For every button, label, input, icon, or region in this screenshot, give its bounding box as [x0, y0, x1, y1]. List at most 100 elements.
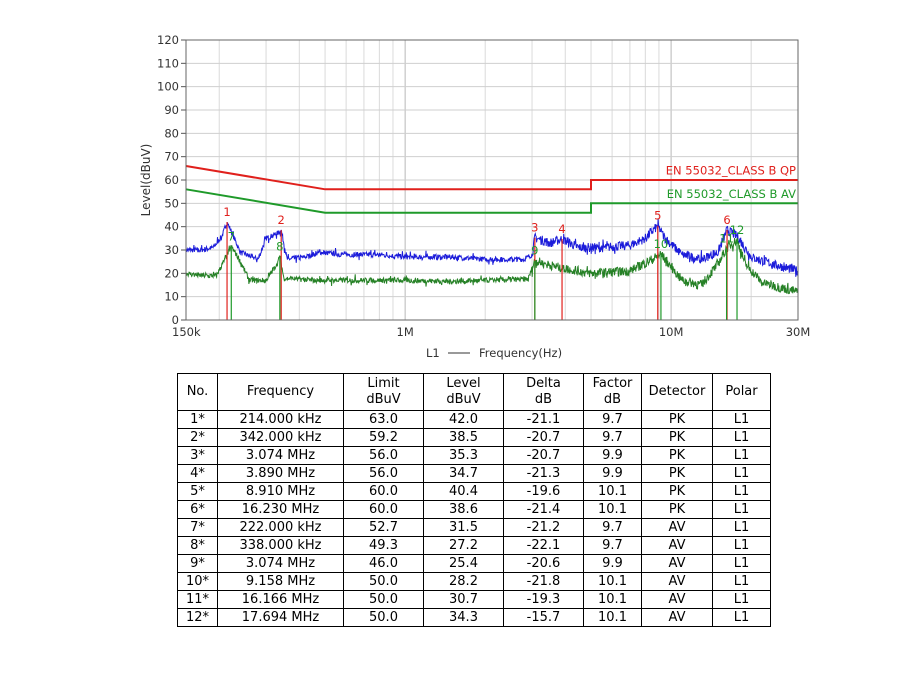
table-cell: 10.1 — [583, 482, 642, 501]
table-row: 1* 214.000 kHz 63.0 42.0 -21.1 9.7 PK L1 — [177, 410, 771, 429]
table-cell: 214.000 kHz — [217, 410, 344, 429]
column-header: Limit dBuV — [343, 373, 424, 411]
y-tick-label: 100 — [157, 80, 179, 94]
limit-line — [185, 165, 798, 191]
table-cell: 10.1 — [583, 590, 642, 609]
y-tick-label: 90 — [164, 103, 179, 117]
table-cell: AV — [641, 536, 713, 555]
table-cell: 5* — [177, 482, 218, 501]
table-cell: -21.2 — [503, 518, 584, 537]
table-cell: L1 — [712, 536, 771, 555]
marker-label: 8 — [276, 240, 283, 254]
table-row: 4* 3.890 MHz 56.0 34.7 -21.3 9.9 PK L1 — [177, 464, 771, 483]
marker-label: 12 — [730, 223, 745, 237]
table-header: No. Frequency Limit dBuV Level dBuV Delta dB Fac… — [177, 373, 771, 411]
x-tick-label: 30M — [786, 325, 811, 339]
table-row: 2* 342.000 kHz 59.2 38.5 -20.7 9.7 PK L1 — [177, 428, 771, 447]
table-cell: 1* — [177, 410, 218, 429]
table-cell: 9.9 — [583, 446, 642, 465]
column-header: Detector — [641, 373, 713, 411]
table-cell: AV — [641, 554, 713, 573]
table-cell: 38.5 — [423, 428, 504, 447]
legend-trace-label: L1 — [426, 346, 440, 360]
table-cell: 50.0 — [343, 608, 424, 627]
column-header-text: dBuV — [366, 392, 401, 407]
limit-line-label: EN 55032_CLASS B QP — [666, 164, 796, 178]
table-cell: 40.4 — [423, 482, 504, 501]
table-cell: 50.0 — [343, 572, 424, 591]
table-cell: 38.6 — [423, 500, 504, 519]
table-cell: L1 — [712, 464, 771, 483]
y-tick-label: 70 — [164, 150, 179, 164]
x-tick-label: 1M — [397, 325, 414, 339]
table-row: 8* 338.000 kHz 49.3 27.2 -22.1 9.7 AV L1 — [177, 536, 771, 555]
y-tick-label: 20 — [164, 266, 179, 280]
column-header: Frequency — [217, 373, 344, 411]
table-cell: 11* — [177, 590, 218, 609]
table-cell: 6* — [177, 500, 218, 519]
column-header: Delta dB — [503, 373, 584, 411]
x-axis-label: Frequency(Hz) — [479, 346, 562, 360]
marker-label: 3 — [531, 221, 538, 235]
table-cell: 10.1 — [583, 572, 642, 591]
marker-label: 4 — [558, 222, 565, 236]
table-cell: L1 — [712, 410, 771, 429]
table-cell: 8* — [177, 536, 218, 555]
table-cell: 16.230 MHz — [217, 500, 344, 519]
limit-line-label: EN 55032_CLASS B AV — [667, 187, 796, 201]
marker-label: 10 — [654, 237, 669, 251]
table-cell: 222.000 kHz — [217, 518, 344, 537]
table-cell: 42.0 — [423, 410, 504, 429]
x-tick-label: 150k — [172, 325, 201, 339]
table-cell: PK — [641, 428, 713, 447]
table-cell: 17.694 MHz — [217, 608, 344, 627]
table-row: 10* 9.158 MHz 50.0 28.2 -21.8 10.1 AV L1 — [177, 572, 771, 591]
table-cell: 2* — [177, 428, 218, 447]
column-header: Polar — [712, 373, 771, 411]
marker-label: 2 — [278, 213, 285, 227]
table-row: 3* 3.074 MHz 56.0 35.3 -20.7 9.9 PK L1 — [177, 446, 771, 465]
column-header-text: Delta — [526, 376, 561, 391]
average-trace — [185, 237, 799, 295]
limit-line — [185, 188, 798, 214]
table-row: 11* 16.166 MHz 50.0 30.7 -19.3 10.1 AV L1 — [177, 590, 771, 609]
results-table: No. Frequency Limit dBuV Level dBuV Delta dB Fac… — [177, 373, 771, 627]
table-body: 1* 214.000 kHz 63.0 42.0 -21.1 9.7 PK L1 2* 342.0… — [177, 410, 771, 627]
table-cell: 35.3 — [423, 446, 504, 465]
table-cell: 9.7 — [583, 428, 642, 447]
column-header-text: dB — [603, 392, 622, 407]
table-cell: 10.1 — [583, 500, 642, 519]
table-cell: 4* — [177, 464, 218, 483]
table-cell: 27.2 — [423, 536, 504, 555]
plot-frame — [185, 39, 799, 321]
column-header-text: Limit — [367, 376, 400, 391]
table-cell: L1 — [712, 500, 771, 519]
table-cell: L1 — [712, 428, 771, 447]
table-cell: AV — [641, 590, 713, 609]
column-header-text: Detector — [648, 384, 706, 399]
table-cell: 59.2 — [343, 428, 424, 447]
scan-traces — [185, 218, 799, 295]
table-cell: 338.000 kHz — [217, 536, 344, 555]
chart-legend: L1 Frequency(Hz) — [426, 346, 562, 360]
table-cell: 3.074 MHz — [217, 446, 344, 465]
table-cell: L1 — [712, 572, 771, 591]
table-cell: 9.7 — [583, 410, 642, 429]
table-cell: -20.7 — [503, 446, 584, 465]
y-tick-label: 80 — [164, 126, 179, 140]
column-header: Level dBuV — [423, 373, 504, 411]
table-cell: 342.000 kHz — [217, 428, 344, 447]
table-cell: 34.7 — [423, 464, 504, 483]
table-cell: 52.7 — [343, 518, 424, 537]
table-cell: AV — [641, 572, 713, 591]
table-cell: L1 — [712, 554, 771, 573]
table-cell: -20.7 — [503, 428, 584, 447]
table-cell: 25.4 — [423, 554, 504, 573]
column-header: Factor dB — [583, 373, 642, 411]
column-header-text: dB — [534, 392, 553, 407]
table-cell: 7* — [177, 518, 218, 537]
x-tick-label: 10M — [659, 325, 684, 339]
table-cell: 50.0 — [343, 590, 424, 609]
table-cell: -21.3 — [503, 464, 584, 483]
